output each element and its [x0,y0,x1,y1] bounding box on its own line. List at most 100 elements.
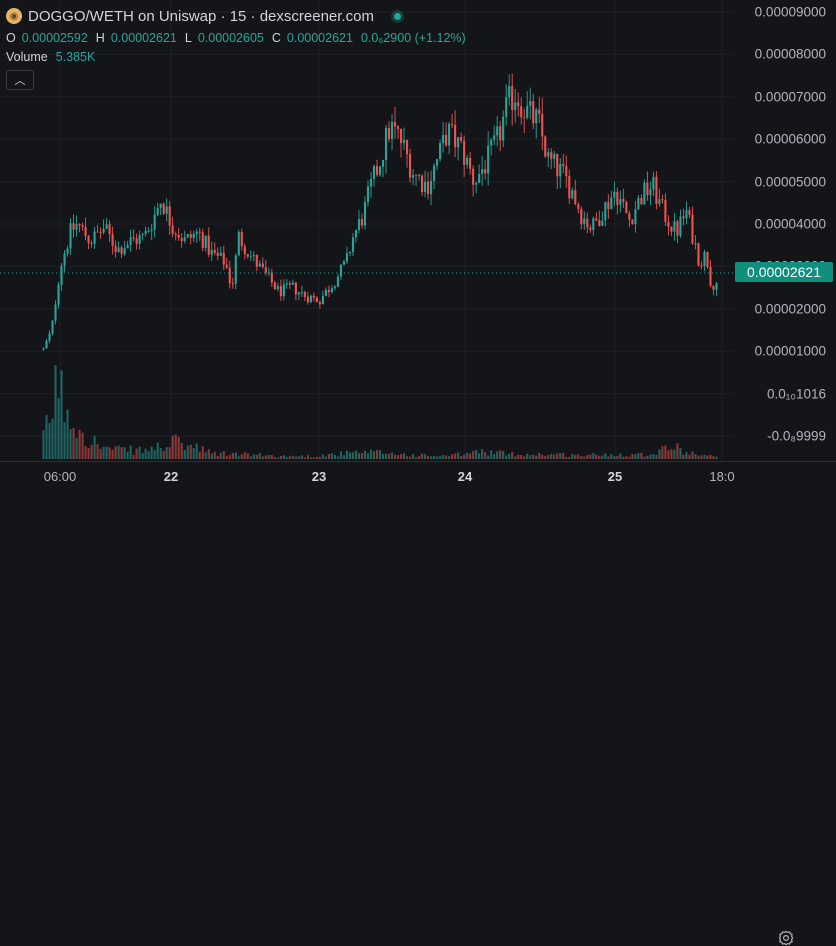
candle-body [72,223,75,230]
volume-bar [210,453,213,459]
candle-body [715,283,718,290]
price-axis-label: 0.0₁₀1016 [767,386,826,402]
volume-bar [622,456,625,459]
volume-bar [351,452,355,459]
volume-bar [87,447,90,459]
volume-bar [354,450,358,459]
volume-bar [96,444,99,459]
volume-bar [48,422,51,459]
volume-bar [691,451,694,459]
volume-bar [610,454,613,459]
volume-bar [595,454,598,459]
volume-bar [84,445,87,459]
volume-bar [117,445,120,459]
candle-body [637,197,640,210]
candle-body [57,284,60,305]
collapse-legend-button[interactable]: ︿ [6,70,34,90]
candle-body [243,246,246,255]
volume-bar [129,445,132,459]
volume-bar [297,456,300,459]
volume-bar [300,455,303,459]
volume-bar [282,455,285,459]
candle-body [589,227,592,230]
volume-bar [60,370,63,459]
volume-bar [565,456,568,459]
candle-body [87,236,90,244]
candle-body [673,221,676,232]
candle-body [529,101,532,106]
volume-bar [577,454,580,459]
candle-body [430,180,433,195]
volume-bar [706,455,709,459]
candle-body [246,254,249,257]
close-value: 0.00002621 [286,31,353,45]
chart-area[interactable] [0,0,734,461]
volume-bar [664,445,667,459]
time-axis[interactable]: 06:00 22 23 24 25 18:0 [0,461,836,946]
candle-body [439,143,442,160]
candle-body [258,263,261,267]
volume-bar [559,453,562,459]
candle-body [105,224,108,229]
volume-bar [156,442,159,459]
candle-body [511,85,514,111]
candle-body [688,210,691,215]
volume-bar [153,450,156,459]
title-row: ◉ DOGGO/WETH on Uniswap · 15 · dexscreen… [6,6,468,26]
volume-bar [436,456,439,459]
low-value: 0.00002605 [197,31,264,45]
candle-body [526,105,529,118]
volume-bar [42,430,45,459]
candle-body [297,292,300,295]
volume-bar [682,454,685,459]
volume-bar [712,456,715,459]
candle-body [228,267,231,284]
volume-bar [574,454,577,459]
candle-body [601,220,604,226]
volume-bar [51,418,54,459]
candle-body [384,128,388,161]
price-axis-label: 0.00007000 [754,89,826,105]
volume-bar [339,451,342,459]
candle-body [339,264,342,277]
volume-bar [589,454,592,459]
settings-icon[interactable] [778,930,794,946]
candle-body [144,230,147,234]
volume-bar [592,453,595,459]
candle-body [679,216,682,236]
price-axis[interactable]: 0.00009000 0.00008000 0.00007000 0.00006000… [734,0,836,461]
candle-body [652,176,655,190]
candle-body [174,233,177,235]
candle-body [135,238,138,244]
volume-bar [270,455,273,459]
candle-body [616,191,619,205]
volume-bar [174,434,177,459]
candle-body [330,288,333,293]
volume-bar [336,456,339,459]
candle-body [60,265,63,285]
volume-bar [159,447,162,459]
candle-body [664,200,667,222]
time-axis-label: 24 [457,469,473,484]
volume-bar [279,455,282,459]
candle-body [81,225,84,227]
candle-body [466,157,469,165]
candle-body [553,153,556,159]
candlestick-chart[interactable] [0,0,734,461]
candle-body [393,121,397,127]
volume-bar [685,452,688,459]
candle-body [177,234,180,238]
candle-body [706,251,709,267]
volume-bar [123,447,126,459]
volume-bar [357,453,361,459]
candle-body [291,282,294,285]
volume-bar [604,453,607,459]
volume-bar [667,450,670,459]
volume-bar [652,454,655,459]
volume-bar [141,453,144,459]
candle-body [676,221,679,236]
candle-body [387,128,391,139]
candle-body [583,218,586,225]
volume-bar [405,456,409,459]
volume-bar [550,453,553,459]
